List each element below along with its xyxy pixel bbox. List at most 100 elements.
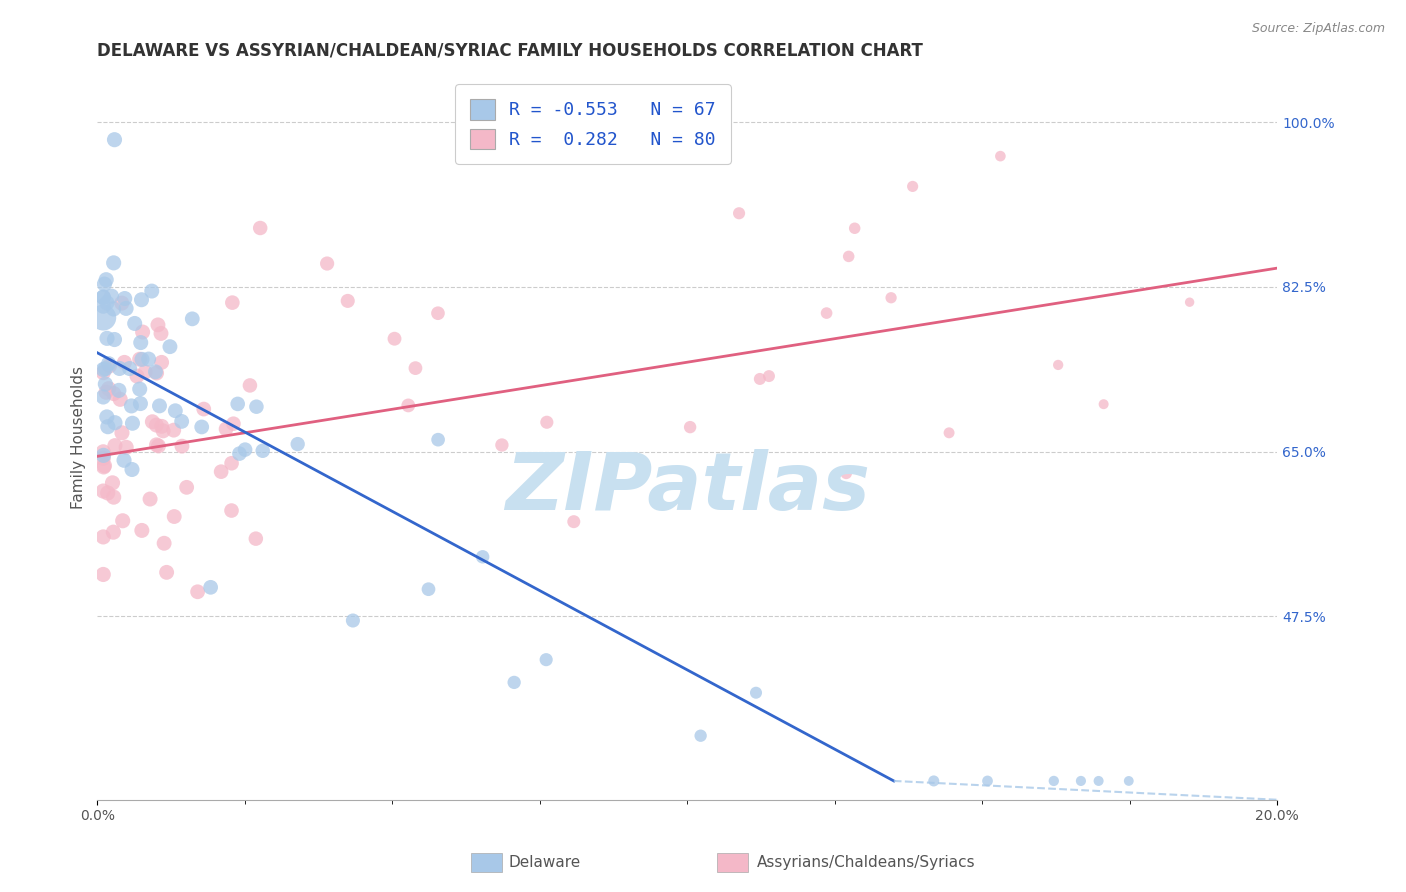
Point [91,451,114,466]
Point [901,179,924,194]
Point [97,419,120,434]
Point [93,459,115,474]
Point [342,614,364,628]
Point [103,301,125,316]
Point [384,332,406,346]
Text: Delaware: Delaware [509,855,581,870]
Point [94,385,117,400]
Point [91,567,114,582]
Point [148,399,170,413]
Point [152,424,174,438]
Point [221,456,243,470]
Point [170,414,193,428]
Point [97,486,120,500]
Point [114,292,136,306]
Point [1178,295,1201,310]
Point [249,221,271,235]
Point [245,400,267,414]
Point [121,417,143,431]
Point [115,301,138,316]
Point [221,503,243,517]
Point [835,467,858,481]
Point [145,438,167,452]
Point [103,133,125,147]
Point [215,422,238,436]
Point [103,386,125,401]
Point [103,333,125,347]
Point [758,369,780,384]
Point [990,149,1012,163]
Point [131,325,153,339]
Point [163,509,186,524]
Point [252,443,274,458]
Point [91,530,114,544]
Text: Assyrians/Chaldeans/Syriacs: Assyrians/Chaldeans/Syriacs [756,855,974,870]
Point [134,365,156,379]
Point [150,326,173,341]
Point [145,365,167,379]
Point [146,318,169,332]
Point [491,438,513,452]
Point [141,415,163,429]
Point [124,317,146,331]
Point [128,382,150,396]
Point [131,352,153,367]
Point [96,409,118,424]
Point [187,584,209,599]
Point [221,295,243,310]
Point [93,449,115,463]
Point [121,462,143,476]
Point [503,675,526,690]
Point [96,296,118,310]
Point [418,582,440,597]
Point [111,514,134,528]
Point [728,206,751,220]
Point [404,361,426,376]
Point [976,773,998,788]
Point [141,284,163,298]
Point [745,686,768,700]
Point [94,377,117,392]
Point [129,396,152,410]
Point [1087,773,1109,788]
Point [108,361,131,376]
Point [200,580,222,594]
Point [91,299,114,313]
Point [562,515,585,529]
Point [222,417,245,431]
Point [239,378,262,392]
Point [104,439,127,453]
Point [471,549,494,564]
Point [838,249,860,263]
Point [209,465,232,479]
Point [91,390,114,404]
Point [100,289,122,303]
Point [815,306,838,320]
Point [97,357,120,371]
Point [1070,773,1092,788]
Point [131,293,153,307]
Point [91,445,114,459]
Point [150,355,173,369]
Point [103,256,125,270]
Point [104,416,127,430]
Point [233,442,256,457]
Point [534,653,557,667]
Point [1047,358,1070,372]
Point [103,525,125,540]
Point [148,439,170,453]
Point [112,355,135,369]
Point [150,419,173,434]
Point [153,536,176,550]
Point [129,335,152,350]
Point [96,273,118,287]
Point [427,306,450,320]
Point [226,397,249,411]
Point [118,361,141,376]
Point [176,480,198,494]
Point [91,310,114,325]
Point [193,402,215,417]
Point [880,291,903,305]
Point [245,532,267,546]
Point [91,362,114,376]
